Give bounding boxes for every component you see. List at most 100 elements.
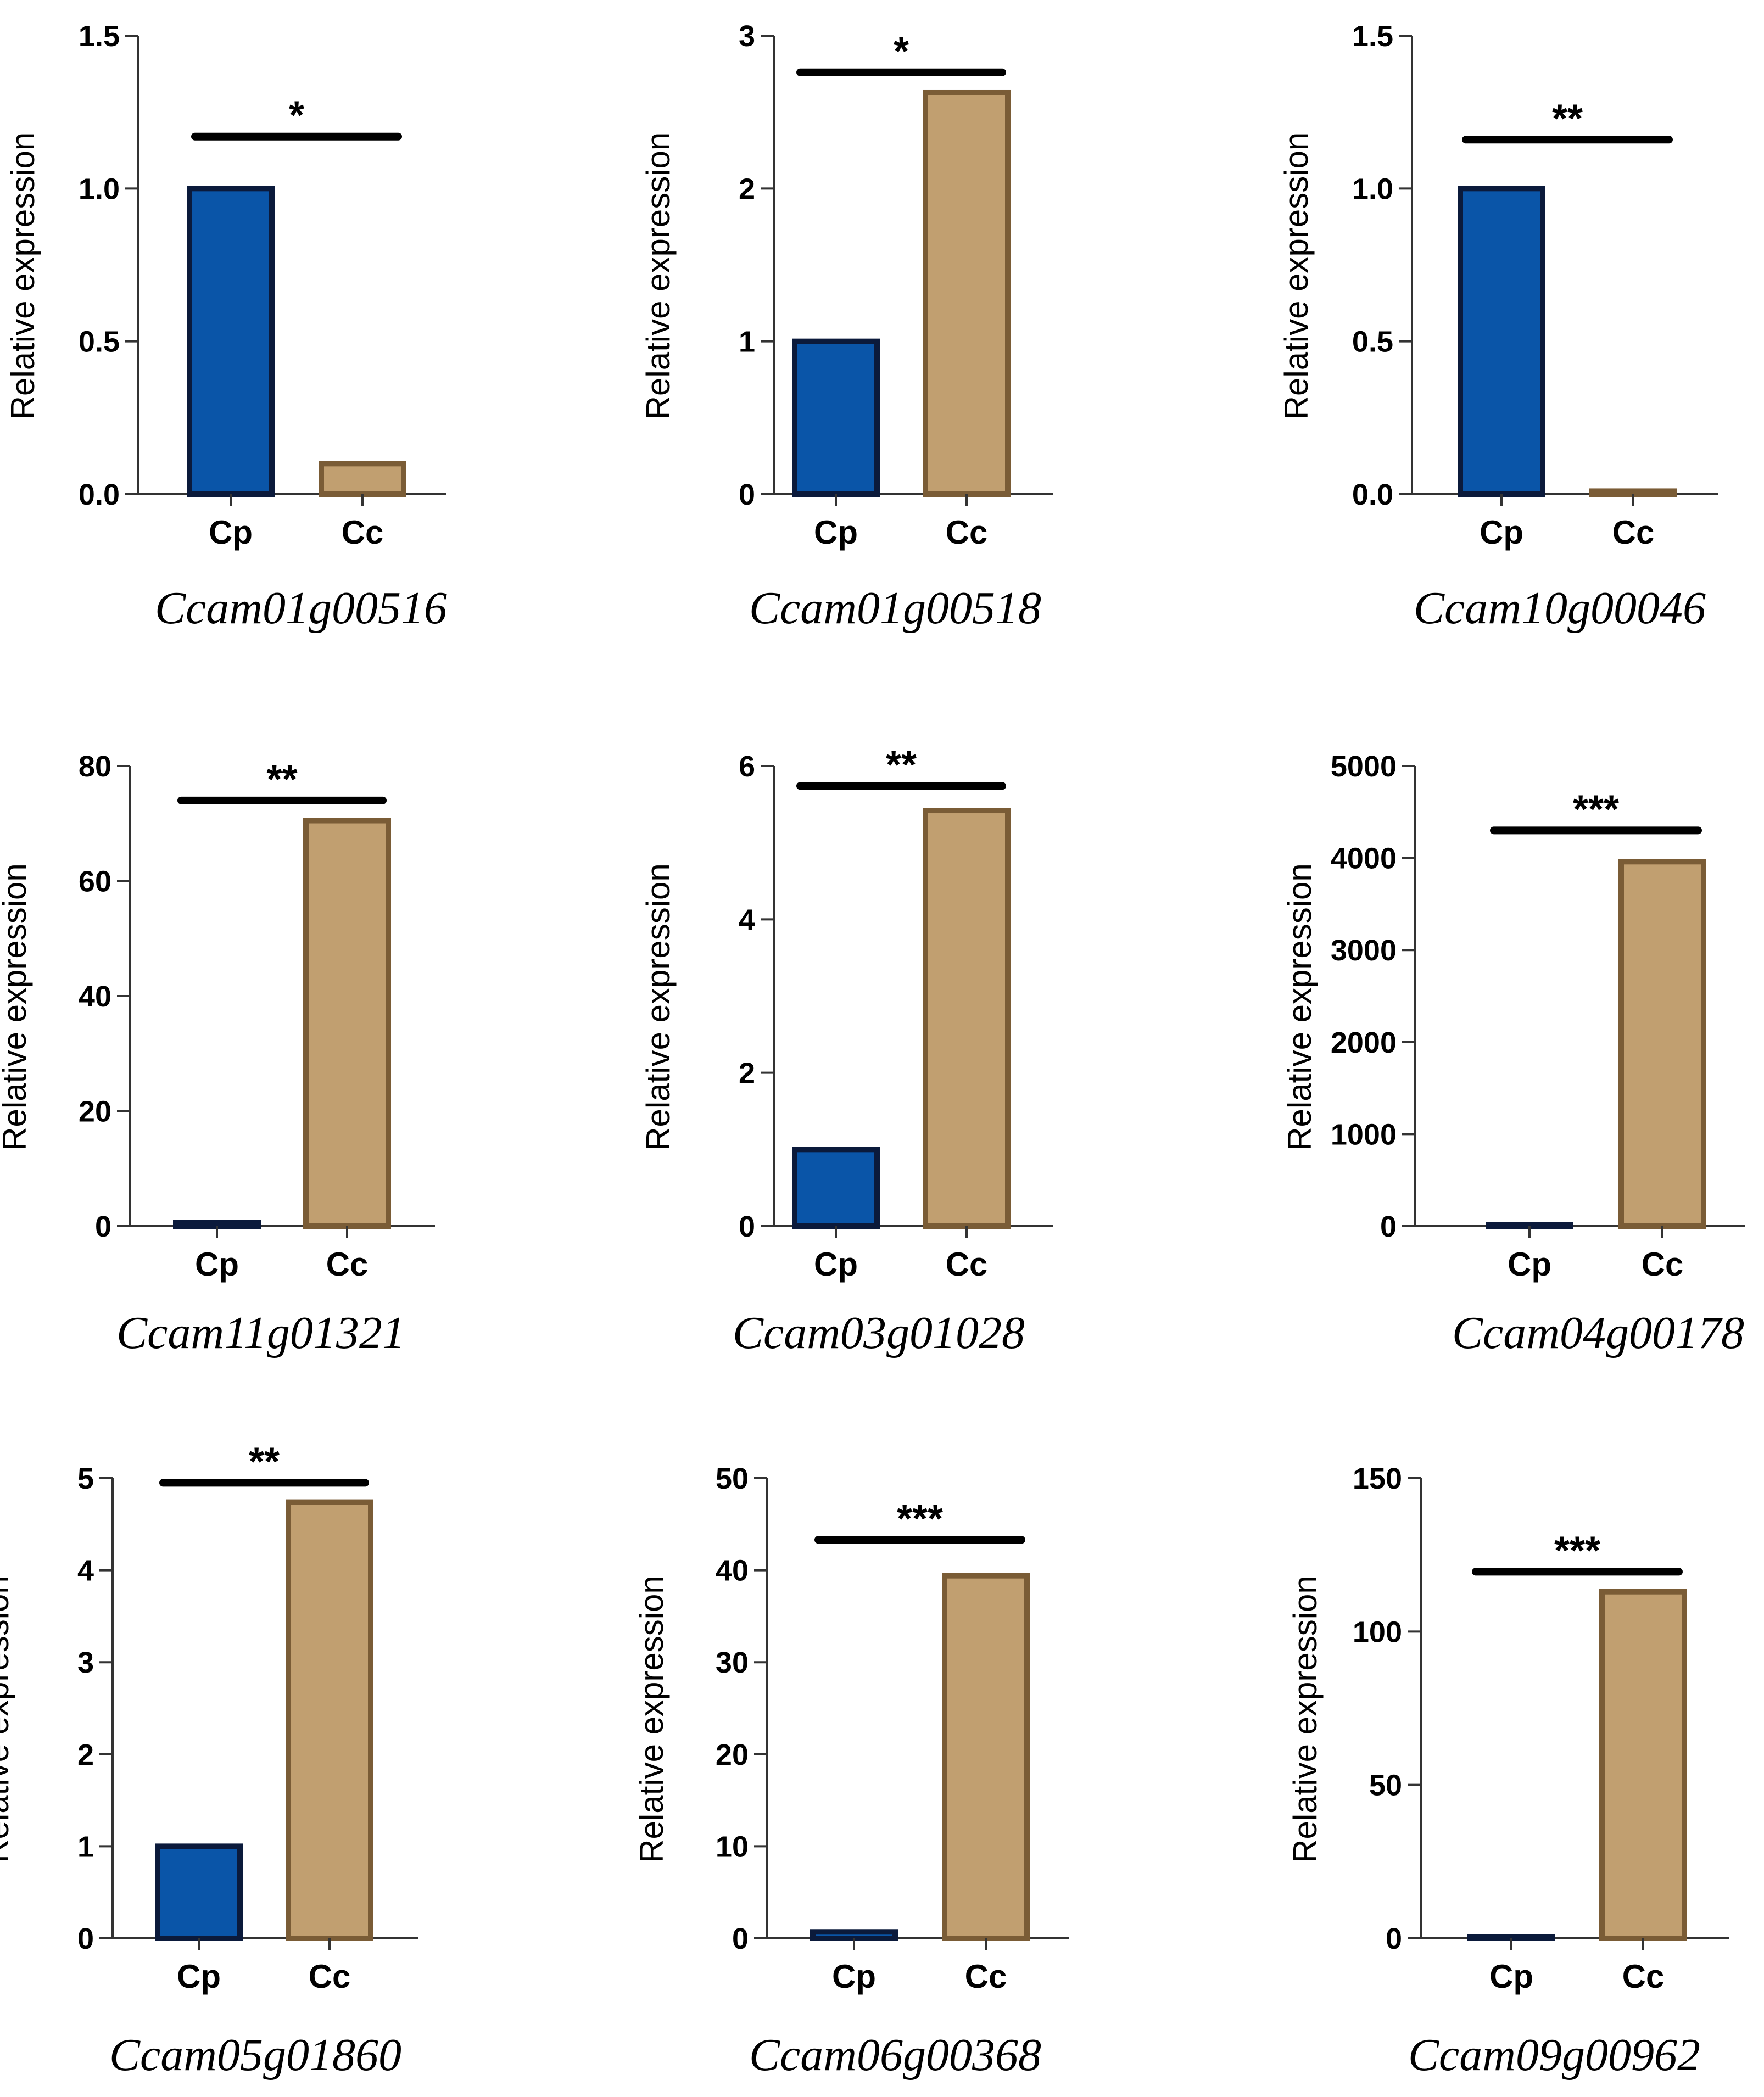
chart-panel: 0 2 4 6 Cp Cc ** Relative expression Ccam03g0102… — [640, 743, 1053, 1358]
y-tick-label: 20 — [79, 1095, 111, 1128]
significance-label: *** — [1554, 1529, 1600, 1573]
y-tick-label: 40 — [79, 980, 111, 1013]
x-tick-label: Cc — [342, 514, 384, 551]
significance-label: ** — [1552, 97, 1583, 141]
x-tick-label: Cc — [1612, 514, 1655, 551]
y-tick-label: 0 — [739, 478, 755, 511]
chart-panel: 0.0 0.5 1.0 1.5 Cp Cc * Relative expression Ccam… — [4, 20, 447, 634]
y-tick-label: 4000 — [1331, 842, 1397, 875]
y-tick-label: 1000 — [1331, 1118, 1397, 1151]
y-tick-label: 2000 — [1331, 1026, 1397, 1059]
chart-title: Ccam09g00962 — [1408, 2029, 1700, 2081]
bar-cc — [303, 818, 391, 1229]
bar-cp — [810, 1929, 898, 1942]
significance-label: ** — [886, 743, 917, 787]
y-tick-label: 40 — [716, 1554, 749, 1587]
x-tick-label: Cc — [1642, 1246, 1684, 1283]
significance-label: * — [894, 30, 909, 74]
bar-cc — [319, 461, 406, 497]
y-tick-label: 0 — [77, 1922, 94, 1955]
y-axis-label: Relative expression — [633, 1575, 670, 1863]
y-axis-label: Relative expression — [1287, 1575, 1324, 1863]
bar-cc — [1599, 1589, 1687, 1942]
y-tick-label: 0 — [732, 1922, 749, 1955]
chart-panel: 0 10 20 30 40 50 Cp Cc *** Relative expression Cca… — [633, 1462, 1069, 2081]
y-tick-label: 0 — [95, 1210, 111, 1243]
y-tick-label: 1 — [739, 326, 755, 359]
significance-label: ** — [266, 758, 297, 802]
x-tick-label: Cp — [814, 1246, 858, 1283]
chart-title: Ccam04g00178 — [1452, 1307, 1744, 1358]
chart-panel: 0.0 0.5 1.0 1.5 Cp Cc ** Relative expression Cca… — [1278, 20, 1718, 634]
bar-cc — [942, 1573, 1030, 1941]
y-tick-label: 1.5 — [1352, 20, 1393, 53]
bar-cp — [1486, 1222, 1573, 1229]
y-axis-label: Relative expression — [4, 132, 41, 420]
x-tick-label: Cp — [1489, 1958, 1533, 1995]
bar-cc — [286, 1499, 373, 1941]
y-axis-label: Relative expression — [0, 863, 33, 1151]
y-tick-label: 3000 — [1331, 934, 1397, 967]
y-tick-label: 0.5 — [79, 326, 120, 359]
chart-title: Ccam03g01028 — [733, 1307, 1025, 1358]
chart-panel: 0 1000 2000 3000 4000 5000 Cp Cc *** Relative exp… — [1281, 750, 1745, 1358]
chart-title: Ccam06g00368 — [749, 2029, 1041, 2081]
chart-panel: 0 20 40 60 80 Cp Cc ** Relative expression Ccam11… — [0, 750, 435, 1358]
y-tick-label: 1.0 — [1352, 172, 1393, 205]
x-tick-label: Cc — [309, 1958, 351, 1995]
bar-cc — [1589, 488, 1677, 497]
y-tick-label: 0 — [739, 1210, 755, 1243]
chart-panel: 0 1 2 3 4 5 Cp Cc ** Relative expression Ccam05g01… — [0, 1440, 418, 2081]
bar-cp — [173, 1220, 261, 1229]
y-tick-label: 50 — [1369, 1769, 1402, 1802]
y-tick-label: 4 — [739, 903, 755, 936]
x-tick-label: Cc — [326, 1246, 369, 1283]
chart-title: Ccam01g00518 — [749, 583, 1041, 634]
chart-panel: 0 1 2 3 Cp Cc * Relative expression Ccam01g00518 — [640, 20, 1053, 634]
x-tick-label: Cc — [1622, 1958, 1665, 1995]
x-tick-label: Cp — [814, 514, 858, 551]
x-tick-label: Cc — [946, 514, 988, 551]
y-tick-label: 1.5 — [79, 20, 120, 53]
y-tick-label: 3 — [77, 1646, 94, 1679]
chart-title: Ccam10g00046 — [1414, 583, 1706, 634]
y-tick-label: 3 — [739, 20, 755, 53]
bar-cc — [1618, 859, 1706, 1229]
bar-cp — [792, 338, 880, 497]
y-tick-label: 100 — [1353, 1615, 1402, 1648]
x-tick-label: Cp — [832, 1958, 876, 1995]
bar-cp — [187, 186, 275, 497]
y-tick-label: 20 — [716, 1738, 749, 1771]
chart-title: Ccam05g01860 — [109, 2029, 401, 2081]
x-tick-label: Cp — [177, 1958, 221, 1995]
x-tick-label: Cc — [946, 1246, 988, 1283]
significance-label: * — [289, 94, 304, 138]
x-tick-label: Cp — [209, 514, 253, 551]
y-tick-label: 0.5 — [1352, 326, 1393, 359]
chart-title: Ccam11g01321 — [116, 1307, 405, 1358]
y-tick-label: 0.0 — [79, 478, 120, 511]
y-axis-label: Relative expression — [0, 1575, 15, 1863]
x-tick-label: Cp — [1508, 1246, 1551, 1283]
y-tick-label: 60 — [79, 865, 111, 898]
y-axis-label: Relative expression — [640, 132, 677, 420]
y-tick-label: 5 — [77, 1462, 94, 1495]
y-axis-label: Relative expression — [640, 863, 677, 1151]
bar-cp — [792, 1147, 880, 1229]
y-tick-label: 1 — [77, 1830, 94, 1863]
bar-cc — [923, 808, 1011, 1229]
y-tick-label: 6 — [739, 750, 755, 783]
y-tick-label: 10 — [716, 1830, 749, 1863]
y-tick-label: 0 — [1386, 1922, 1402, 1955]
bar-cp — [1458, 186, 1545, 497]
y-tick-label: 2 — [739, 1057, 755, 1090]
y-tick-label: 1.0 — [79, 172, 120, 205]
chart-title: Ccam01g00516 — [155, 583, 447, 634]
y-tick-label: 4 — [77, 1554, 94, 1587]
significance-label: *** — [897, 1497, 943, 1541]
y-tick-label: 150 — [1353, 1462, 1402, 1495]
y-axis-label: Relative expression — [1278, 132, 1315, 420]
significance-label: ** — [249, 1440, 280, 1484]
y-tick-label: 0.0 — [1352, 478, 1393, 511]
